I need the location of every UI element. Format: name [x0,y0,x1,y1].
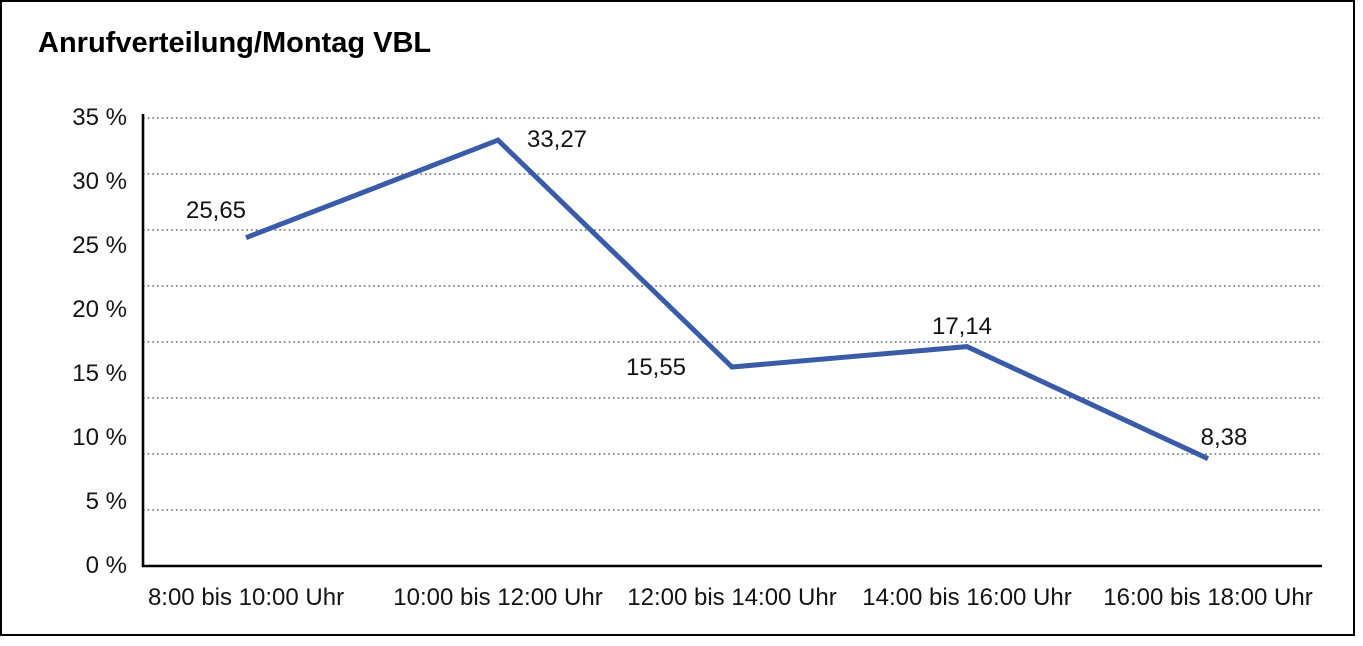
x-tick-label: 8:00 bis 10:00 Uhr [147,584,345,611]
x-tick-label: 10:00 bis 12:00 Uhr [393,584,603,611]
y-tick-label: 15 % [72,360,127,387]
y-tick-label: 0 % [85,552,127,579]
y-tick-label: 10 % [72,424,127,451]
x-tick-label: 16:00 bis 18:00 Uhr [1103,584,1313,611]
x-tick-label: 14:00 bis 16:00 Uhr [862,584,1072,611]
y-tick-label: 5 % [85,488,127,515]
data-series-line [245,137,1210,461]
y-tick-label: 30 % [72,168,127,195]
data-value-label: 25,65 [185,196,247,224]
y-tick-label: 35 % [72,104,127,131]
y-tick-label: 20 % [72,296,127,323]
data-value-label: 17,14 [931,312,993,340]
data-value-label: 15,55 [625,354,687,381]
chart-outer-frame [0,0,1355,636]
data-value-label: 8,38 [1200,423,1248,451]
data-value-label: 33,27 [526,126,588,154]
y-tick-label: 25 % [72,232,127,259]
chart-title: Anrufverteilung/Montag VBL [38,27,432,59]
x-tick-label: 12:00 bis 14:00 Uhr [627,584,837,611]
